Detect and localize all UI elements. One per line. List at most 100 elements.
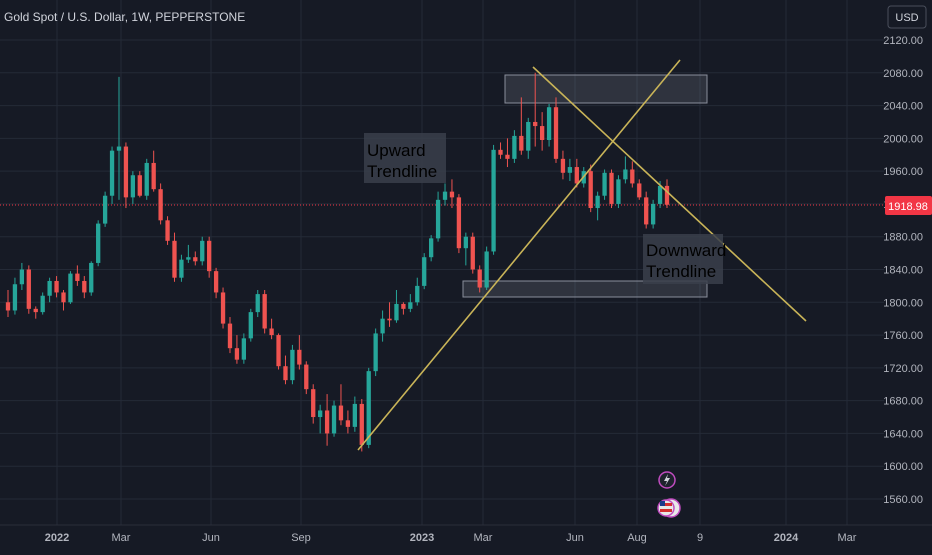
candle bbox=[387, 302, 392, 327]
candles bbox=[5, 72, 670, 452]
x-tick-label: Jun bbox=[566, 532, 584, 544]
candle bbox=[505, 138, 510, 168]
candle bbox=[297, 335, 302, 370]
candle-body bbox=[539, 126, 545, 140]
candle-body bbox=[234, 348, 240, 360]
flag-icon[interactable] bbox=[657, 498, 681, 518]
candle-body bbox=[144, 162, 149, 196]
candle bbox=[644, 191, 649, 229]
candle bbox=[602, 169, 607, 200]
candle-body bbox=[449, 191, 455, 198]
candle-body bbox=[311, 389, 316, 418]
candle-body bbox=[75, 273, 80, 281]
candle-body bbox=[193, 257, 198, 262]
candle bbox=[539, 112, 545, 151]
candle-body bbox=[331, 405, 337, 434]
x-tick-label: Aug bbox=[627, 532, 647, 544]
candle bbox=[567, 158, 573, 181]
candle-body bbox=[269, 328, 274, 336]
candle bbox=[109, 146, 115, 204]
upward-trendline[interactable] bbox=[357, 59, 681, 451]
candle-body bbox=[602, 172, 607, 196]
candle-body bbox=[158, 189, 163, 221]
trendlines bbox=[357, 59, 807, 451]
candle bbox=[5, 289, 11, 318]
y-tick-label: 1680.00 bbox=[883, 396, 923, 408]
candle bbox=[470, 232, 475, 274]
candle-body bbox=[373, 333, 378, 372]
candle-body bbox=[435, 199, 441, 239]
x-tick-label: 2024 bbox=[774, 532, 799, 544]
y-tick-label: 1600.00 bbox=[883, 461, 923, 473]
candle bbox=[33, 306, 38, 319]
candle bbox=[609, 169, 614, 209]
y-tick-label: 2080.00 bbox=[883, 68, 923, 80]
candle-body bbox=[477, 269, 482, 288]
candle-body bbox=[533, 121, 538, 127]
candle-body bbox=[498, 149, 503, 155]
y-tick-label: 1640.00 bbox=[883, 428, 923, 440]
candle bbox=[207, 236, 212, 278]
candle-body bbox=[505, 154, 510, 159]
candle bbox=[241, 333, 247, 364]
candle bbox=[179, 254, 184, 282]
candle bbox=[102, 191, 108, 227]
candle-body bbox=[345, 420, 351, 427]
upward-label-line1: Upward bbox=[367, 141, 426, 160]
currency-button[interactable] bbox=[887, 5, 927, 29]
candle-body bbox=[26, 269, 31, 309]
candle bbox=[616, 175, 621, 209]
candle bbox=[650, 199, 656, 229]
candle-body bbox=[255, 294, 260, 313]
candle bbox=[262, 289, 267, 334]
candle bbox=[19, 262, 25, 290]
y-tick-label: 2000.00 bbox=[883, 133, 923, 145]
candle-body bbox=[19, 269, 25, 285]
candle-body bbox=[526, 121, 531, 151]
candle bbox=[428, 235, 434, 262]
candle bbox=[456, 194, 462, 254]
candle bbox=[144, 158, 149, 200]
candle-body bbox=[630, 169, 635, 184]
candle bbox=[526, 117, 531, 159]
x-tick-label: Jun bbox=[202, 532, 220, 544]
y-axis[interactable]: 2120.002080.002040.002000.001960.001920.… bbox=[883, 35, 923, 506]
candle-body bbox=[422, 257, 427, 286]
candle bbox=[533, 72, 538, 147]
candle-body bbox=[68, 273, 73, 303]
candle-body bbox=[428, 238, 434, 258]
lightning-icon[interactable] bbox=[658, 471, 676, 489]
candle-body bbox=[40, 295, 45, 313]
candle bbox=[269, 318, 274, 340]
candle bbox=[553, 97, 559, 163]
candle bbox=[394, 289, 399, 323]
candle-body bbox=[456, 197, 462, 249]
candle bbox=[637, 179, 642, 200]
candle bbox=[68, 271, 73, 304]
candle bbox=[630, 161, 635, 188]
candle-body bbox=[172, 240, 177, 278]
candle-body bbox=[89, 262, 94, 293]
x-tick-label: Mar bbox=[112, 532, 131, 544]
x-axis[interactable]: 2022 Mar Jun Sep 2023 Mar Jun Aug 9 2024 Mar bbox=[45, 532, 857, 544]
candle-body bbox=[304, 364, 309, 390]
candle bbox=[512, 130, 517, 163]
candle-body bbox=[151, 162, 156, 190]
y-tick-label: 1960.00 bbox=[883, 166, 923, 178]
candle bbox=[290, 344, 295, 385]
candle-body bbox=[318, 410, 323, 418]
candle-body bbox=[207, 240, 212, 272]
candle-body bbox=[387, 318, 392, 321]
candle bbox=[26, 265, 31, 314]
candle bbox=[61, 289, 66, 311]
downward-trendline[interactable] bbox=[532, 66, 807, 322]
candle-body bbox=[186, 257, 191, 260]
upward-label-box bbox=[364, 133, 446, 183]
candle-body bbox=[248, 312, 253, 339]
current-price-tag bbox=[885, 196, 932, 215]
candle-body bbox=[574, 167, 579, 184]
candle bbox=[359, 399, 364, 452]
candle bbox=[318, 404, 323, 434]
